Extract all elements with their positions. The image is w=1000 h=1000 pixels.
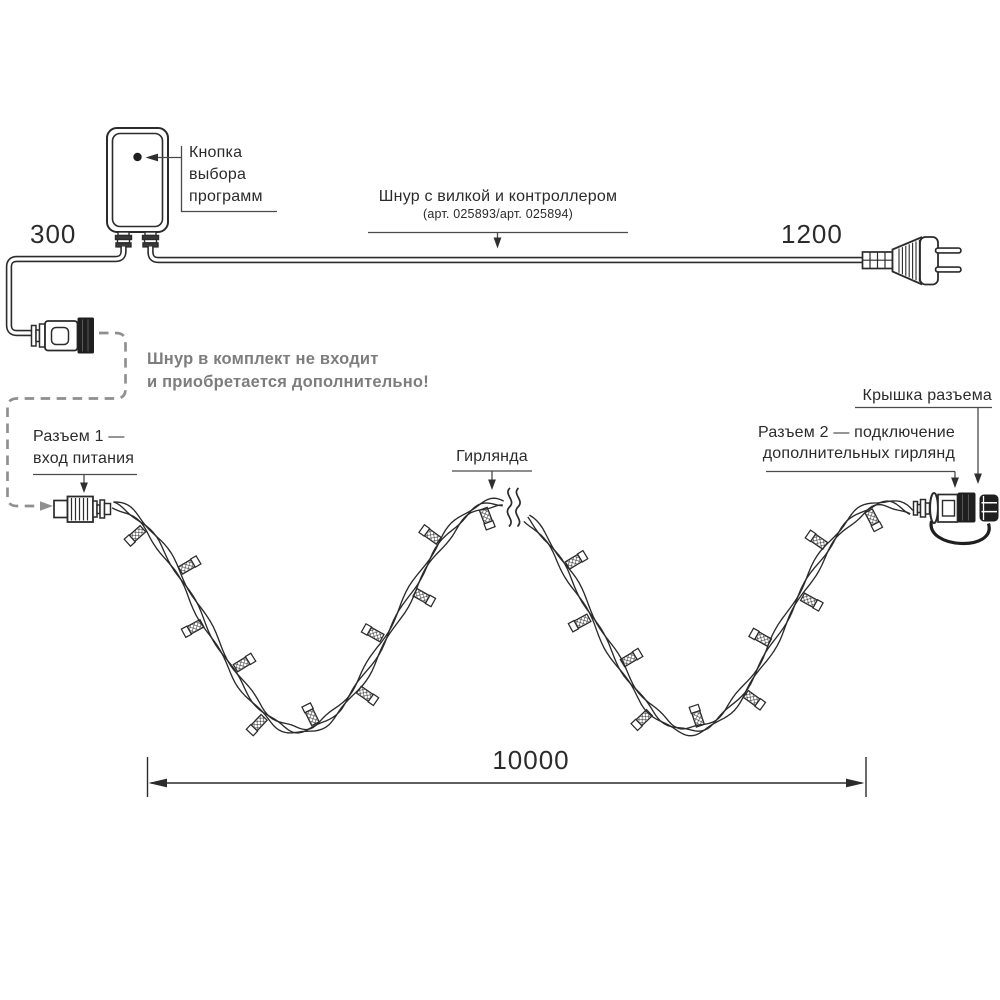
cord-label: Шнур с вилкой и контроллером [378,188,618,205]
garland-bulb [418,523,442,546]
leader-connector2 [766,470,956,481]
garland-bulb [564,549,589,570]
garland-bulb [180,618,205,639]
wire-break-mark [506,487,521,528]
garland-bulb [804,529,829,551]
garland-bulb [478,506,496,531]
not-included-line1: Шнур в комплект не входит [147,350,379,368]
connector1-label: Разъем 1 — вход питания [33,428,135,467]
dimension-line-10000 [146,757,867,797]
garland-bulb [748,627,773,648]
strain-reliefs [114,231,160,248]
not-included-line2: и приобретается дополнительно! [147,373,429,391]
garland-bulb [232,652,257,673]
garland-bulb [630,708,654,732]
garland-wire [111,497,914,737]
not-included-note: Шнур в комплект не входит и приобретаетс… [147,348,429,394]
dashed-route [6,331,127,511]
garland-bulb [688,703,706,728]
garland-bulb [355,685,380,707]
cable-right-1200 [147,246,864,264]
garland-bulb [177,554,202,575]
leader-arrowheads [80,153,982,493]
euro-plug [861,236,962,286]
garland-bulb [799,592,824,612]
garland-label: Гирлянда [456,448,528,465]
leader-cap [855,406,992,477]
garland-bulb [360,622,385,643]
dimension-1200: 1200 [781,219,843,249]
cap-strap [929,520,991,546]
aux-cord-connector [30,317,94,354]
dimension-300: 300 [30,219,77,249]
garland-bulb [742,689,767,711]
program-button-label: Кнопка выбора программ [189,144,263,205]
garland-bulb [619,647,644,668]
plug-prongs [934,247,962,273]
garland-bulb [412,587,437,608]
cap-label: Крышка разъема [862,387,992,404]
program-button-dot [133,152,142,162]
controller-box [106,127,169,233]
garland-bulb [301,702,321,727]
connector-1 [53,495,112,523]
cable-left-300 [5,246,127,337]
garland-bulb [245,713,269,737]
connector-2 [912,491,999,546]
dimension-arrowheads [148,778,865,788]
connector-cap [979,494,999,522]
dashed-route-arrowhead [40,501,53,511]
garland-bulb [864,508,884,533]
garland-bulb [123,524,147,548]
connector2-label: Разъем 2 — подключение дополнительных ги… [758,424,955,462]
cord-sku: (арт. 025893/арт. 025894) [422,207,574,221]
garland-bulb [567,613,592,633]
garland-bulbs [123,506,884,737]
dimension-10000: 10000 [492,745,570,775]
